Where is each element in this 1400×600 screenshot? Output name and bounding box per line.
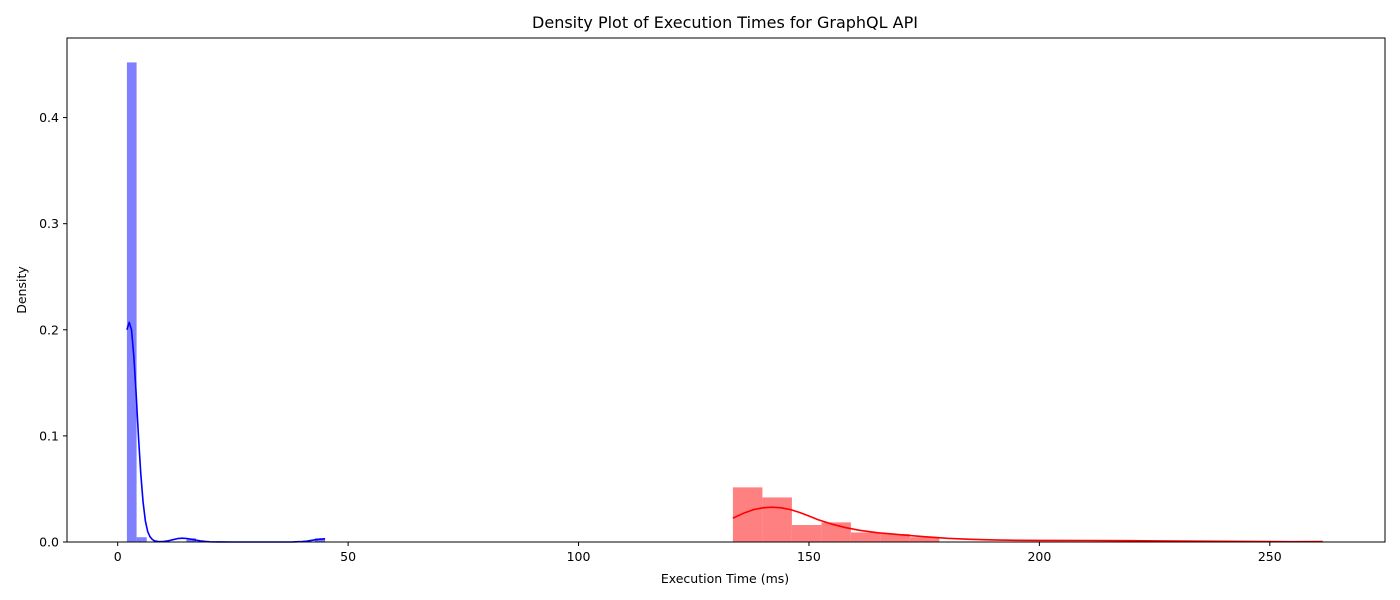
- y-tick-label: 0.3: [39, 216, 59, 231]
- x-tick-label: 0: [114, 549, 122, 564]
- hist-bar-series-1-bin-20: [314, 538, 326, 542]
- hist-bar-series-2-bin-5: [850, 532, 881, 542]
- hist-bar-series-2-bin-3: [791, 525, 822, 542]
- x-tick-label: 200: [1027, 549, 1051, 564]
- histogram-bars: [126, 62, 940, 543]
- hist-bar-series-2-bin-6: [880, 534, 910, 542]
- y-tick-label: 0.0: [39, 535, 59, 550]
- kde-curves: [126, 321, 1323, 543]
- hist-bar-series-2-bin-1: [732, 487, 763, 542]
- kde-curve-series-2: [732, 506, 1323, 543]
- x-tick-label: 50: [340, 549, 356, 564]
- y-axis-label: Density: [14, 266, 29, 314]
- hist-bar-series-1-bin-2: [136, 537, 147, 542]
- hist-bar-series-2-bin-7: [909, 537, 940, 542]
- x-axis: 0 50 100 150 200 250: [114, 542, 1282, 564]
- x-axis-label: Execution Time (ms): [661, 571, 789, 586]
- kde-curve-series-1: [126, 321, 326, 543]
- y-tick-label: 0.4: [39, 110, 59, 125]
- hist-bar-series-2-bin-2: [762, 497, 792, 542]
- x-tick-label: 150: [797, 549, 821, 564]
- y-tick-label: 0.1: [39, 428, 59, 443]
- x-tick-label: 250: [1258, 549, 1282, 564]
- chart-title: Density Plot of Execution Times for Grap…: [532, 13, 918, 32]
- y-axis: 0.0 0.1 0.2 0.3 0.4: [39, 110, 67, 550]
- hist-bar-series-1-bin-7: [186, 538, 197, 542]
- plot-frame: [66, 37, 1386, 543]
- hist-bar-series-1-bin-1: [126, 62, 137, 543]
- x-tick-label: 100: [567, 549, 591, 564]
- y-tick-label: 0.2: [39, 322, 59, 337]
